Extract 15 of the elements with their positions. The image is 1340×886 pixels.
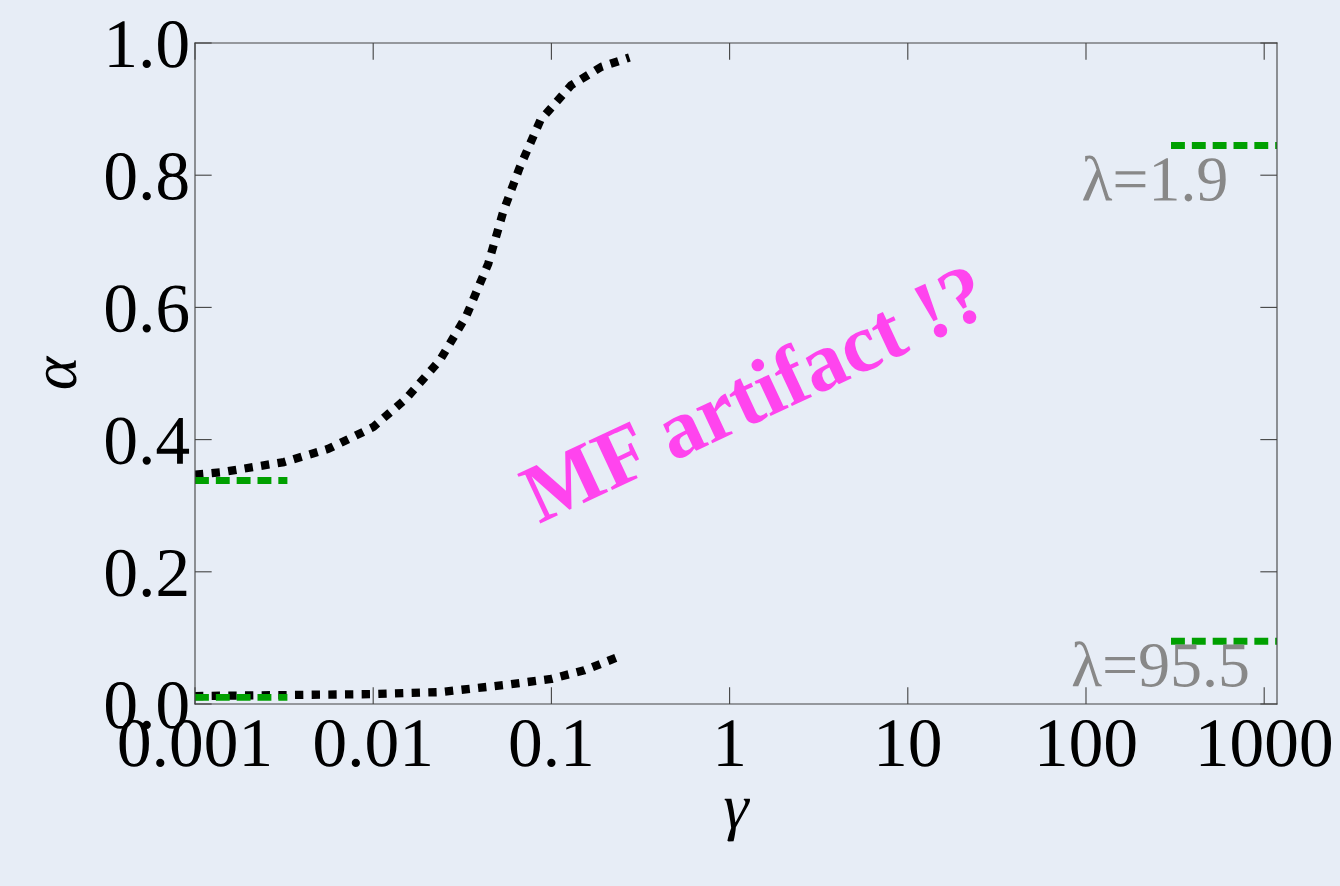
y-tick-label: 0.4 <box>105 417 190 465</box>
y-axis-title: α <box>45 355 77 389</box>
x-tick-label: 10 <box>879 719 940 767</box>
y-tick-label: 0.8 <box>105 153 188 201</box>
y-tick-label: 1.0 <box>109 20 188 69</box>
x-tick-label: 1000 <box>1200 719 1331 767</box>
x-tick-label: 0.01 <box>315 719 430 768</box>
x-axis-title: γ <box>724 798 750 842</box>
x-tick-label: 0.1 <box>510 719 591 768</box>
y-tick-label: 0.6 <box>105 285 189 333</box>
annotation: λ=1.9 <box>1083 155 1226 202</box>
x-tick-label: 100 <box>1040 719 1136 767</box>
y-tick-label: 0.2 <box>105 549 187 597</box>
annotation: λ=95.5 <box>1072 641 1248 688</box>
x-tick-label: 1 <box>718 720 743 767</box>
